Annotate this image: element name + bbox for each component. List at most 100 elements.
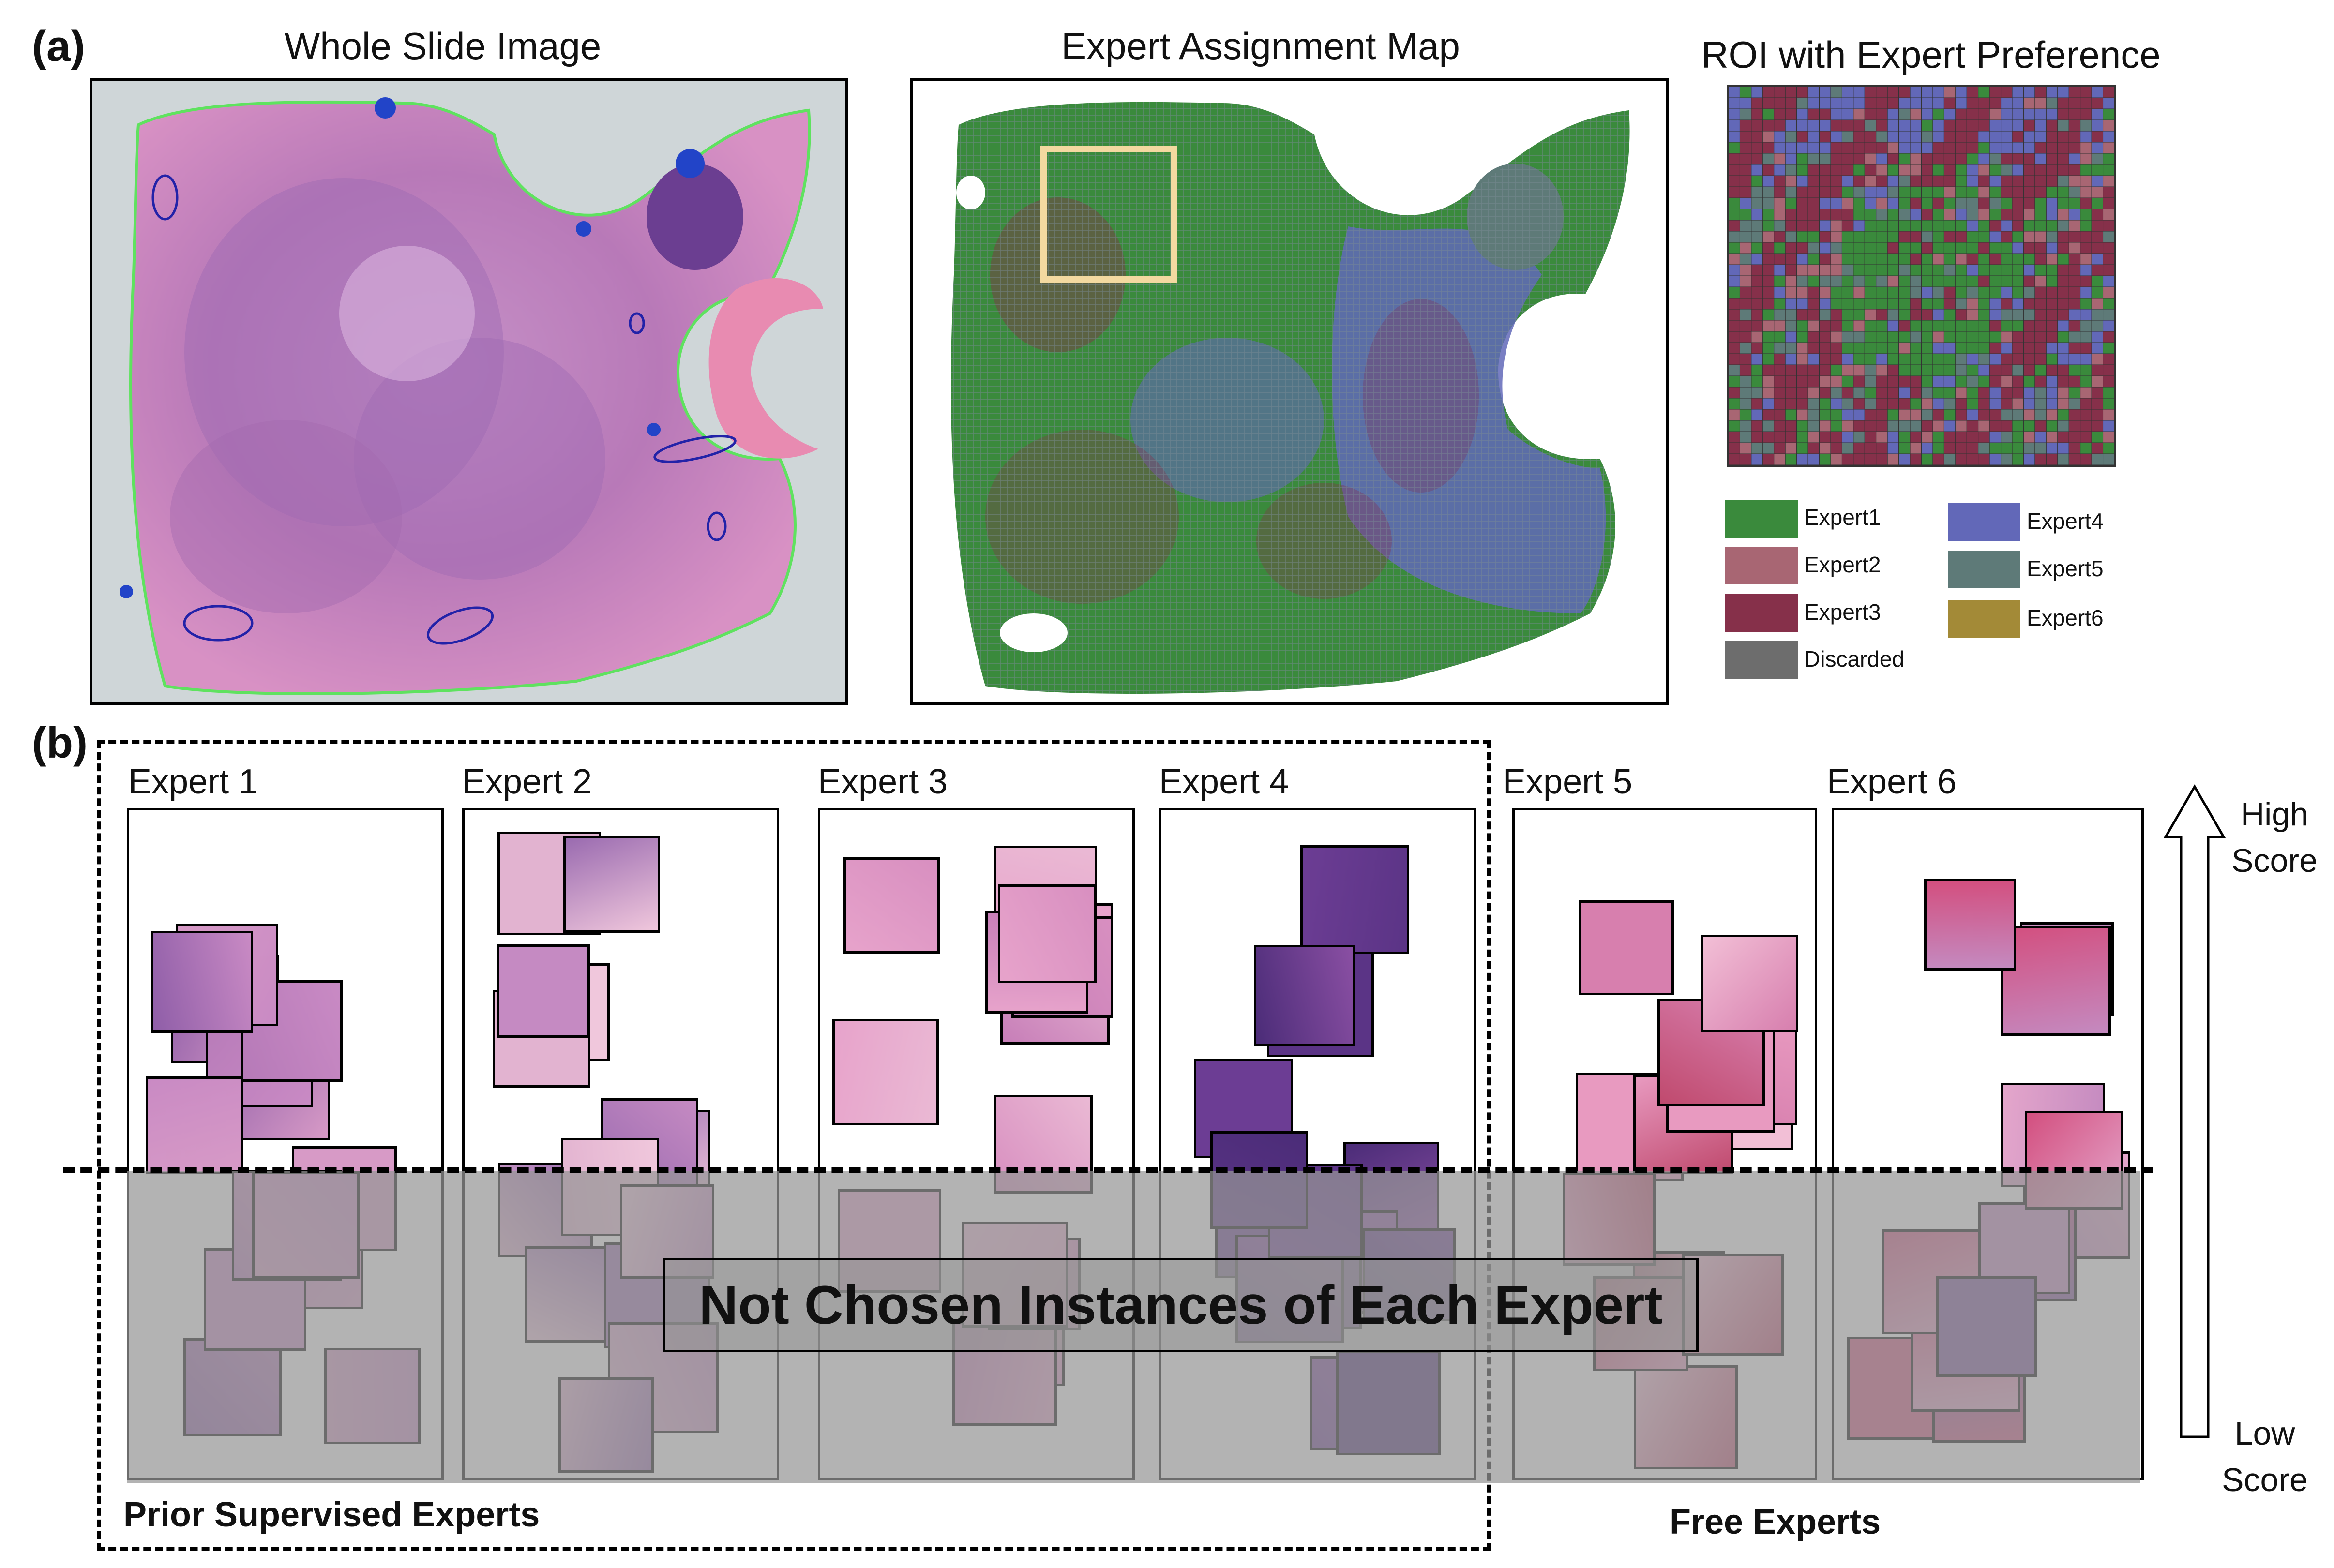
roi-cell (2057, 108, 2069, 120)
roi-cell (1785, 253, 1797, 265)
high-score-label: High Score (2216, 791, 2333, 884)
roi-cell (1807, 353, 1820, 365)
roi-cell (1785, 398, 1797, 410)
roi-cell (1910, 364, 1922, 376)
roi-cell (1943, 164, 1956, 176)
roi-cell (1728, 420, 1740, 432)
roi-cell (1796, 164, 1808, 176)
roi-cell (1864, 253, 1877, 265)
roi-cell (1978, 420, 1990, 432)
roi-cell (1898, 231, 1911, 243)
roi-cell (1943, 364, 1956, 376)
roi-cell (1751, 86, 1763, 98)
roi-cell (1796, 119, 1808, 132)
roi-cell (1796, 108, 1808, 120)
roi-cell (2091, 331, 2104, 343)
roi-cell (1966, 453, 1979, 465)
roi-cell (1955, 431, 1967, 443)
roi-cell (1955, 186, 1967, 198)
roi-cell (2023, 142, 2035, 154)
roi-cell (2034, 398, 2047, 410)
roi-cell (1910, 275, 1922, 287)
roi-cell (2057, 286, 2069, 299)
roi-cell (1785, 320, 1797, 332)
roi-cell (1796, 453, 1808, 465)
roi-cell (2068, 420, 2081, 432)
roi-cell (1921, 353, 1933, 365)
roi-cell (1796, 342, 1808, 354)
roi-cell (1876, 253, 1888, 265)
roi-cell (1785, 209, 1797, 221)
roi-cell (1921, 298, 1933, 310)
roi-cell (1796, 142, 1808, 154)
roi-cell (2023, 119, 2035, 132)
roi-cell (1932, 442, 1944, 454)
roi-cell (1921, 97, 1933, 109)
roi-cell (1762, 398, 1775, 410)
roi-cell (2068, 453, 2081, 465)
roi-cell (1978, 131, 1990, 143)
roi-cell (1910, 331, 1922, 343)
roi-cell (1943, 108, 1956, 120)
roi-cell (1739, 275, 1752, 287)
roi-cell (1932, 398, 1944, 410)
roi-cell (1978, 286, 1990, 299)
roi-cell (1876, 209, 1888, 221)
roi-cell (1830, 375, 1842, 388)
roi-cell (2068, 264, 2081, 276)
roi-cell (2057, 364, 2069, 376)
roi-cell (2068, 186, 2081, 198)
roi-cell (1774, 197, 1786, 209)
roi-cell (1796, 86, 1808, 98)
roi-cell (1864, 242, 1877, 254)
roi-cell (2080, 420, 2092, 432)
roi-cell (1887, 119, 1899, 132)
roi-cell (1819, 286, 1831, 299)
roi-cell (1943, 453, 1956, 465)
roi-cell (1887, 331, 1899, 343)
roi-cell (2057, 420, 2069, 432)
roi-cell (2023, 86, 2035, 98)
roi-cell (1796, 264, 1808, 276)
roi-cell (2046, 175, 2058, 187)
roi-cell (2046, 353, 2058, 365)
roi-cell (2046, 387, 2058, 399)
roi-cell (2103, 431, 2115, 443)
roi-cell (1830, 142, 1842, 154)
roi-cell (1921, 186, 1933, 198)
roi-cell (1898, 309, 1911, 321)
roi-cell (1910, 197, 1922, 209)
roi-cell (2012, 420, 2024, 432)
roi-cell (1796, 375, 1808, 388)
roi-cell (1853, 86, 1865, 98)
roi-cell (1841, 209, 1854, 221)
roi-cell (1830, 264, 1842, 276)
roi-cell (2012, 131, 2024, 143)
roi-cell (1955, 142, 1967, 154)
roi-cell (1785, 364, 1797, 376)
roi-cell (1739, 108, 1752, 120)
roi-cell (1841, 420, 1854, 432)
roi-cell (1887, 442, 1899, 454)
instance-tile (241, 980, 343, 1082)
roi-cell (2057, 431, 2069, 443)
roi-cell (1830, 331, 1842, 343)
roi-cell (1841, 331, 1854, 343)
roi-cell (2001, 453, 2013, 465)
roi-cell (2001, 119, 2013, 132)
roi-cell (1943, 353, 1956, 365)
roi-cell (1876, 231, 1888, 243)
roi-cell (1841, 253, 1854, 265)
roi-cell (1864, 409, 1877, 421)
roi-cell (1910, 231, 1922, 243)
roi-cell (2012, 108, 2024, 120)
roi-cell (2034, 253, 2047, 265)
roi-cell (1943, 153, 1956, 165)
roi-cell (1989, 398, 2002, 410)
roi-cell (2103, 131, 2115, 143)
roi-cell (1785, 220, 1797, 232)
roi-cell (1978, 86, 1990, 98)
roi-cell (1921, 331, 1933, 343)
roi-cell (1762, 153, 1775, 165)
roi-cell (1989, 286, 2002, 299)
